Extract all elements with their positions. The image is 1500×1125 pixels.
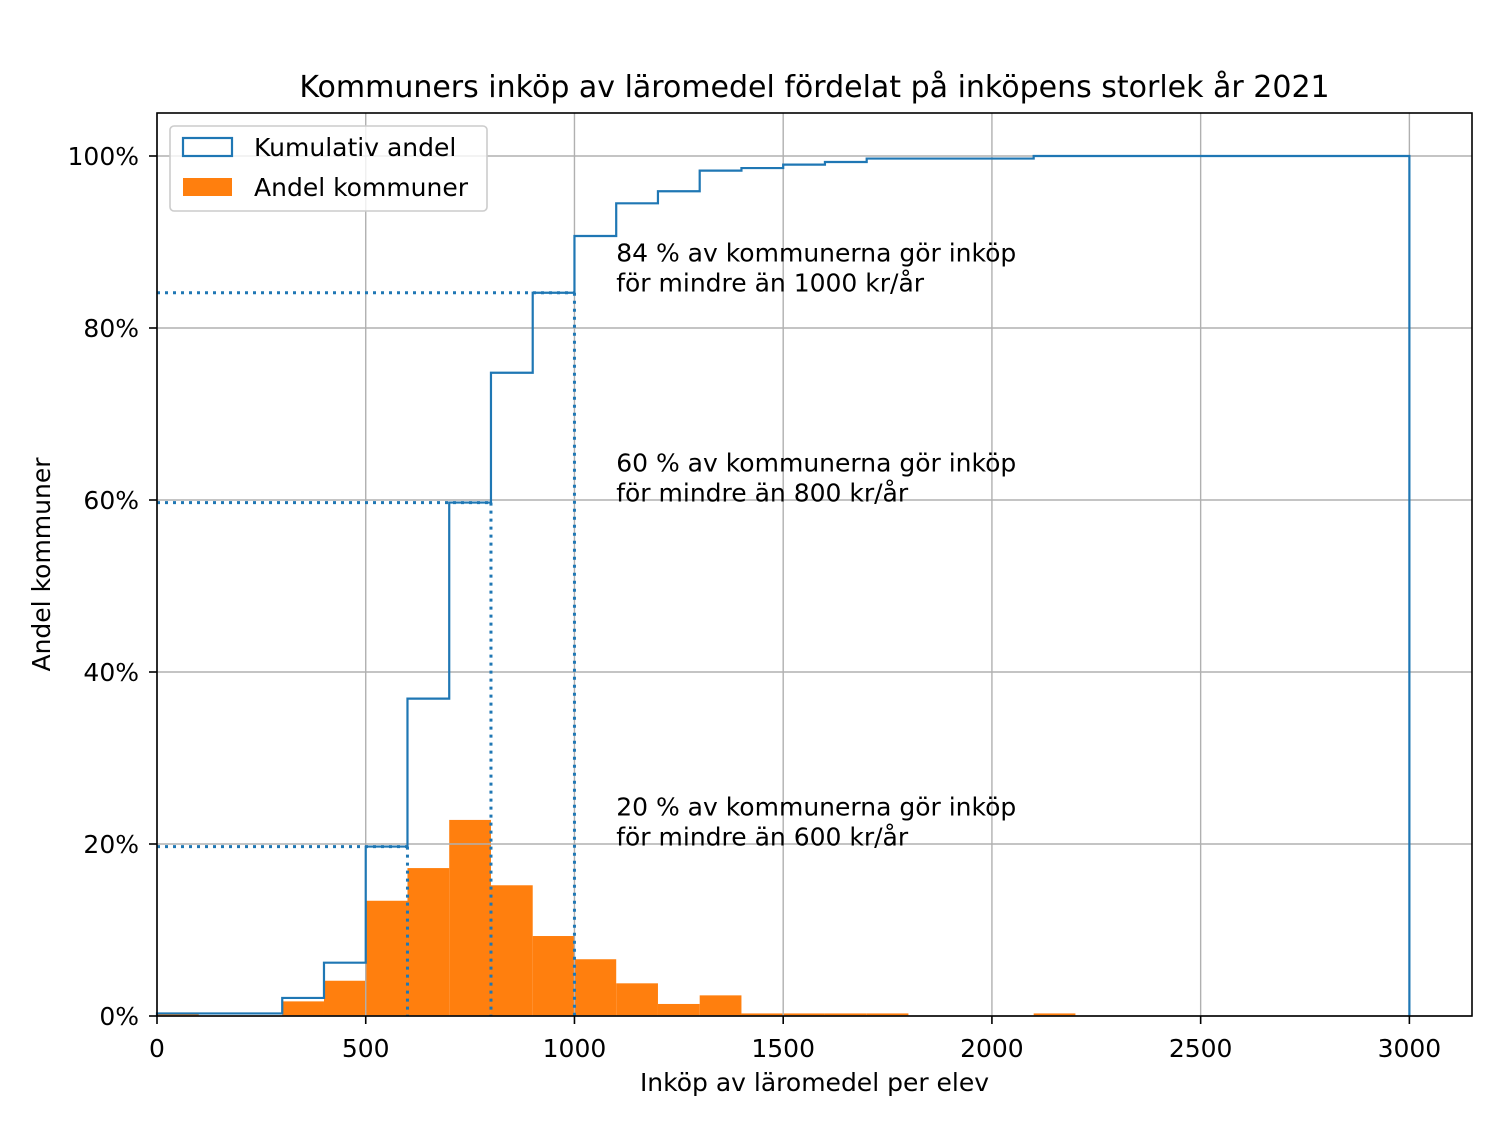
y-tick-label: 60% — [83, 486, 139, 515]
x-tick-label: 2500 — [1169, 1034, 1233, 1063]
x-tick-label: 2000 — [960, 1034, 1024, 1063]
bar — [741, 1013, 784, 1016]
bar — [657, 1003, 700, 1016]
y-tick-label: 0% — [99, 1002, 139, 1031]
bar — [1033, 1013, 1076, 1016]
annotation-text: för mindre än 600 kr/år — [616, 823, 909, 852]
bar — [616, 983, 658, 1016]
x-tick-label: 500 — [342, 1034, 390, 1063]
bar — [532, 936, 575, 1016]
x-tick-label: 1000 — [543, 1034, 607, 1063]
y-tick-label: 40% — [83, 658, 139, 687]
bar — [407, 868, 450, 1016]
annotation-text: 60 % av kommunerna gör inköp — [616, 449, 1016, 478]
plot-background — [157, 113, 1472, 1016]
x-tick-label: 1500 — [751, 1034, 815, 1063]
annotation-text: 84 % av kommunerna gör inköp — [616, 239, 1016, 268]
bar — [783, 1013, 825, 1016]
bars-layer — [157, 819, 1076, 1016]
chart-title: Kommuners inköp av läromedel fördelat på… — [299, 70, 1329, 105]
legend-label-share: Andel kommuner — [254, 173, 469, 202]
x-tick-label: 0 — [149, 1034, 165, 1063]
bar — [574, 959, 617, 1016]
legend-swatch-cumulative — [181, 136, 234, 158]
y-tick-label: 100% — [68, 142, 139, 171]
bar — [699, 995, 742, 1016]
x-axis-label: Inköp av läromedel per elev — [640, 1068, 989, 1097]
bar — [157, 1013, 199, 1016]
bar — [824, 1013, 867, 1016]
legend-swatch-share — [183, 178, 232, 196]
bar — [866, 1013, 909, 1016]
x-axis-ticks: 0 500 1000 1500 2000 2500 3000 — [149, 1016, 1441, 1063]
plot-frame — [156, 112, 1473, 1017]
bar — [282, 1001, 324, 1016]
annotation-text: 20 % av kommunerna gör inköp — [616, 793, 1016, 822]
legend-box — [169, 125, 488, 212]
bar — [490, 885, 533, 1016]
legend: Kumulativ andel Andel kommuner — [169, 125, 488, 212]
x-tick-label: 3000 — [1378, 1034, 1442, 1063]
y-tick-label: 80% — [83, 314, 139, 343]
cumulative-step-line — [155, 154, 1411, 1016]
bar — [323, 980, 366, 1016]
y-axis-ticks: 0% 20% 40% 60% 80% 100% — [68, 142, 157, 1031]
annotation-text: för mindre än 1000 kr/år — [616, 269, 925, 298]
y-axis-label: Andel kommuner — [27, 457, 56, 672]
annotation-text: för mindre än 800 kr/år — [616, 479, 909, 508]
series-layer — [155, 154, 1411, 1016]
bar — [449, 819, 491, 1016]
y-tick-label: 20% — [83, 830, 139, 859]
bar — [365, 900, 408, 1016]
legend-label-cumulative: Kumulativ andel — [254, 133, 456, 162]
